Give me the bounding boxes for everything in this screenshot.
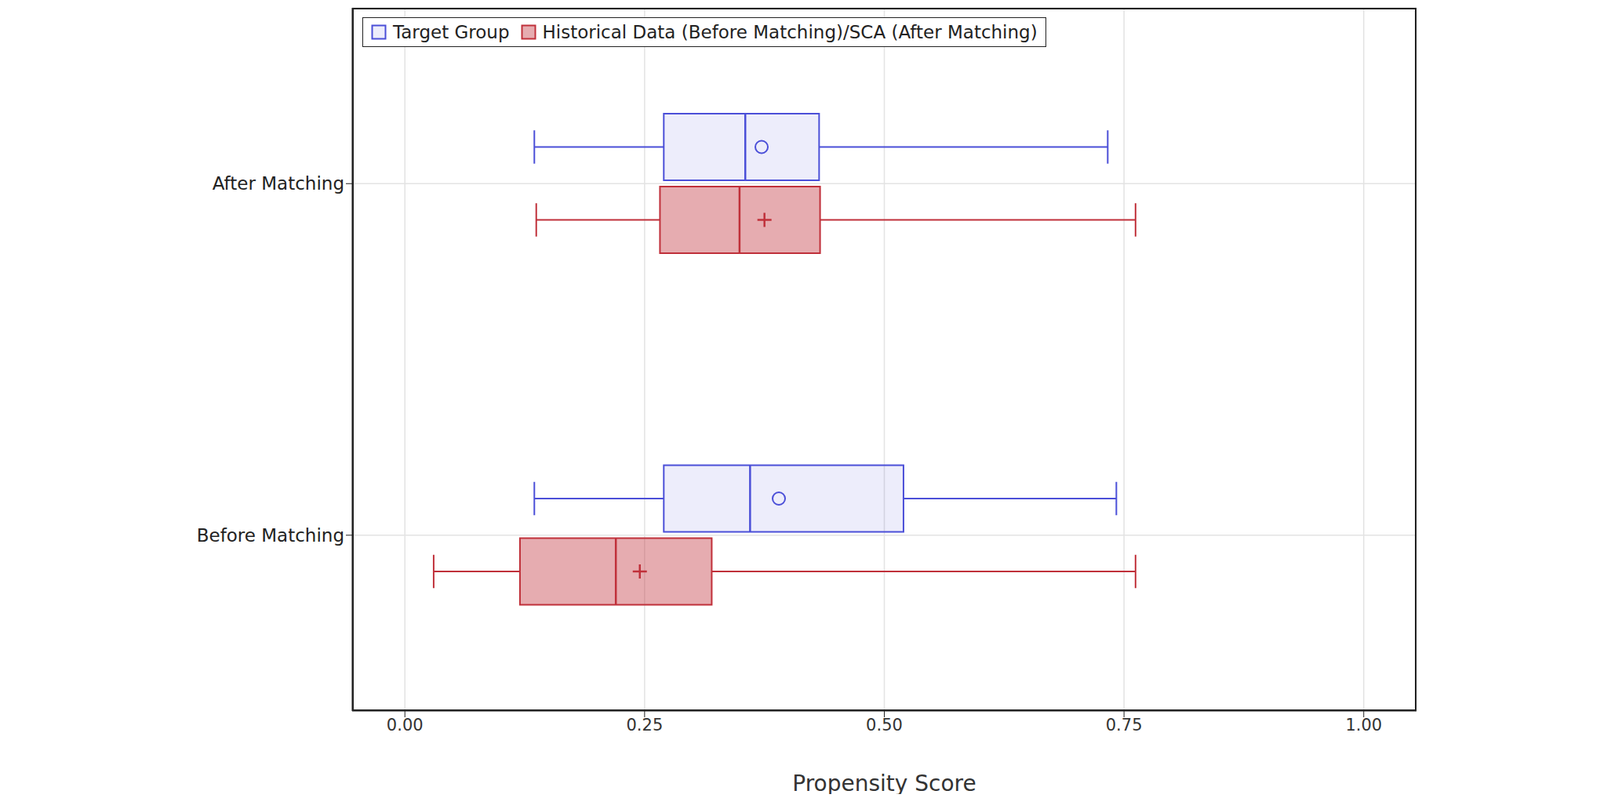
svg-text:0.00: 0.00 [386, 716, 424, 735]
svg-text:0.50: 0.50 [865, 716, 903, 735]
svg-text:1.00: 1.00 [1345, 716, 1382, 735]
html-text:Historical Data (Before Matchi: Historical Data (Before Matching)/SCA (A… [542, 21, 1038, 43]
html-text:Target Group: Target Group [392, 21, 510, 43]
svg-text:After Matching: After Matching [212, 173, 345, 194]
svg-text:0.25: 0.25 [625, 716, 663, 735]
svg-text:Before Matching: Before Matching [196, 525, 345, 546]
svg-text:0.75: 0.75 [1105, 716, 1143, 735]
svg-text:Propensity Score: Propensity Score [792, 770, 976, 795]
